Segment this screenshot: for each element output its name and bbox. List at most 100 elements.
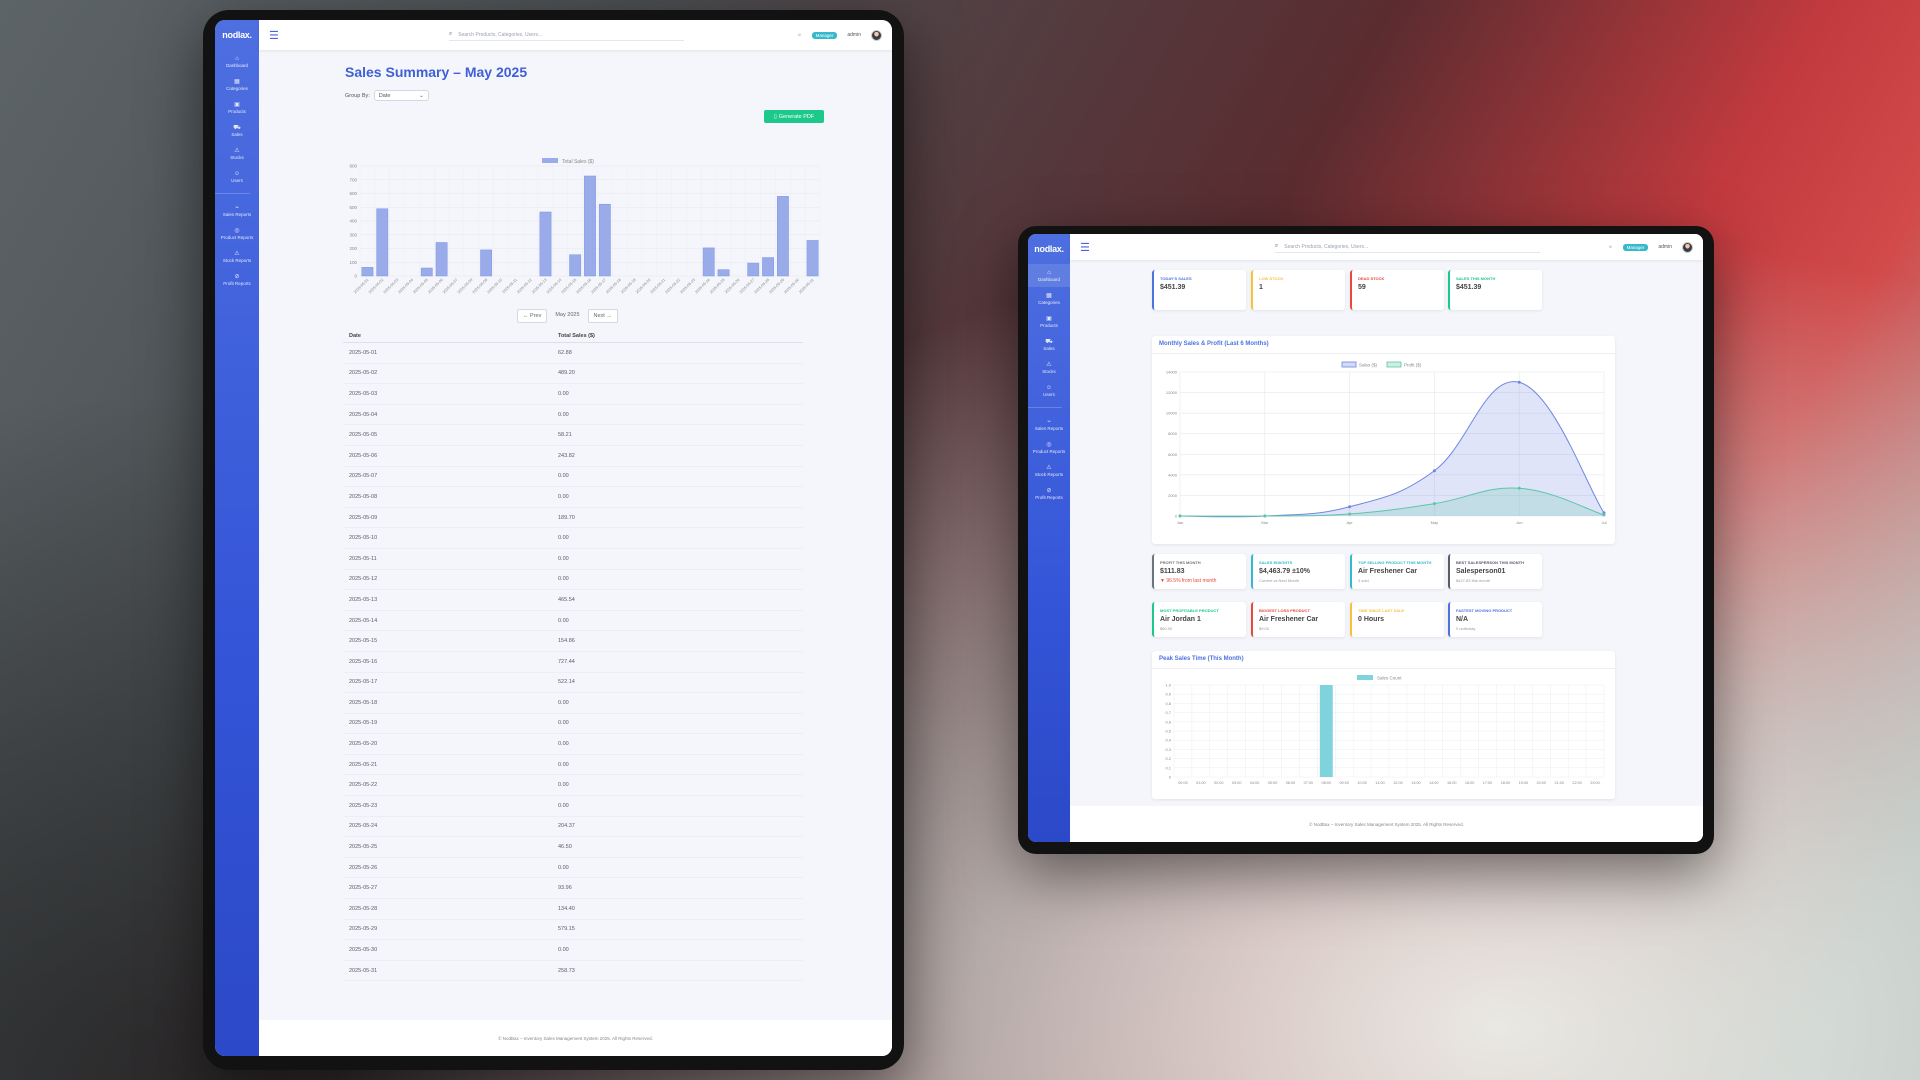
sidebar-item-users[interactable]: ☺ Users xyxy=(215,165,259,188)
product-reports-icon: ◎ xyxy=(1046,442,1052,448)
sidebar-item-products[interactable]: ▣ Products xyxy=(215,96,259,119)
bar[interactable] xyxy=(702,247,715,277)
y-tick-label: 0.3 xyxy=(1165,747,1171,752)
sidebar-item-profit-reports[interactable]: ⊘ Profit Reports xyxy=(215,268,259,291)
chart-legend[interactable]: Total Sales ($) xyxy=(542,158,594,165)
sidebar-item-sales[interactable]: ⛟ Sales xyxy=(1028,333,1070,356)
chart-legend[interactable]: Sales Count xyxy=(1357,675,1402,681)
data-point[interactable] xyxy=(1517,380,1521,384)
sidebar-item-categories[interactable]: ▦ Categories xyxy=(215,73,259,96)
profit-reports-icon: ⊘ xyxy=(234,274,240,280)
data-point[interactable] xyxy=(1348,512,1352,516)
bar[interactable] xyxy=(420,267,433,277)
bar[interactable] xyxy=(376,208,389,277)
month-pager: ← Prev May 2025 Next → xyxy=(517,309,618,323)
sidebar-item-label: Dashboard xyxy=(1037,277,1060,282)
date-cell: 2025-05-16 xyxy=(349,658,378,665)
bar[interactable] xyxy=(762,257,774,277)
user-name[interactable]: admin xyxy=(847,32,861,38)
sidebar-item-stock-reports[interactable]: ⚠ Stock Reports xyxy=(215,245,259,268)
sidebar-item-stocks[interactable]: ⚠ Stocks xyxy=(215,142,259,165)
bar[interactable] xyxy=(747,262,760,277)
x-tick-label: Jun xyxy=(1516,520,1522,525)
data-point[interactable] xyxy=(1178,514,1182,518)
generate-pdf-button[interactable]: ▯ Generate PDF xyxy=(764,110,824,123)
data-point[interactable] xyxy=(1602,511,1606,515)
chart-legend[interactable]: Sales ($) Profit ($) xyxy=(1341,361,1422,368)
users-icon: ☺ xyxy=(233,171,241,177)
sidebar-item-sales-reports[interactable]: ⌁ Sales Reports xyxy=(215,199,259,222)
total-sales-cell: 189.70 xyxy=(558,514,575,521)
search-input[interactable]: ⌕ Search Products, Categories, Users... xyxy=(448,29,684,41)
sidebar-divider xyxy=(1028,407,1062,408)
data-point[interactable] xyxy=(1602,513,1606,517)
data-point[interactable] xyxy=(1348,505,1352,509)
total-sales-cell: 134.40 xyxy=(558,905,575,912)
bar[interactable] xyxy=(717,269,730,277)
bar[interactable] xyxy=(777,196,789,277)
chevron-down-icon: ⌄ xyxy=(419,93,424,99)
bar[interactable] xyxy=(806,240,819,277)
date-cell: 2025-05-25 xyxy=(349,844,378,851)
bar[interactable] xyxy=(480,249,493,277)
stat-card-value: 1 xyxy=(1259,284,1263,291)
total-sales-cell: 258.73 xyxy=(558,967,575,974)
sidebar-item-categories[interactable]: ▦ Categories xyxy=(1028,287,1070,310)
sidebar-item-profit-reports[interactable]: ⊘ Profit Reports xyxy=(1028,482,1070,505)
bar[interactable] xyxy=(1319,685,1333,777)
sidebar-item-label: Product Reports xyxy=(220,235,254,240)
avatar[interactable] xyxy=(1682,241,1693,253)
bar[interactable] xyxy=(584,175,596,277)
group-by-label: Group By: xyxy=(345,92,370,99)
info-card: BEST SALESPERSON THIS MONTH Salesperson01… xyxy=(1448,554,1542,589)
y-tick-label: 100 xyxy=(349,260,357,265)
avatar[interactable] xyxy=(871,29,882,41)
sidebar-item-products[interactable]: ▣ Products xyxy=(1028,310,1070,333)
menu-toggle-icon[interactable]: ☰ xyxy=(269,29,279,42)
brand-logo[interactable]: nodlax. xyxy=(1034,244,1064,254)
group-by-select[interactable]: Date ⌄ xyxy=(373,90,429,101)
bar[interactable] xyxy=(361,267,374,277)
info-card-value: 0 Hours xyxy=(1358,616,1385,623)
date-cell: 2025-05-10 xyxy=(349,535,378,542)
sidebar-item-sales[interactable]: ⛟ Sales xyxy=(215,119,259,142)
data-point[interactable] xyxy=(1432,469,1436,473)
menu-toggle-icon[interactable]: ☰ xyxy=(1080,241,1090,254)
y-tick-label: 700 xyxy=(349,177,357,182)
sidebar-item-dashboard[interactable]: ⌂ Dashboard xyxy=(1028,264,1070,287)
sidebar-item-sales-reports[interactable]: ⌁ Sales Reports xyxy=(1028,413,1070,436)
search-input[interactable]: ⌕ Search Products, Categories, Users... xyxy=(1274,241,1540,253)
sidebar-item-product-reports[interactable]: ◎ Product Reports xyxy=(1028,436,1070,459)
bar[interactable] xyxy=(598,203,611,277)
stock-reports-icon: ⚠ xyxy=(1046,465,1052,471)
bar[interactable] xyxy=(569,254,582,277)
brand-logo[interactable]: nodlax. xyxy=(222,30,252,40)
total-sales-cell: 62.88 xyxy=(558,349,572,356)
sidebar-item-product-reports[interactable]: ◎ Product Reports xyxy=(215,222,259,245)
user-name[interactable]: admin xyxy=(1658,244,1672,250)
stat-card-label: SALES THIS MONTH xyxy=(1456,276,1496,281)
date-cell: 2025-05-15 xyxy=(349,638,378,645)
sidebar-nav: ⌂ Dashboard ▦ Categories ▣ Products ⛟ Sales ⚠ Sto… xyxy=(215,50,259,291)
theme-toggle-icon[interactable]: ☼ xyxy=(1608,244,1613,250)
series-line[interactable] xyxy=(1179,487,1605,517)
bar[interactable] xyxy=(539,211,552,277)
info-card-label: MOST PROFITABLE PRODUCT xyxy=(1160,608,1219,613)
info-card-label: TIME SINCE LAST SALE xyxy=(1358,608,1405,613)
bar[interactable] xyxy=(435,242,448,277)
group-by-control: Group By: Date ⌄ xyxy=(345,90,429,101)
sidebar-item-stock-reports[interactable]: ⚠ Stock Reports xyxy=(1028,459,1070,482)
sidebar-item-users[interactable]: ☺ Users xyxy=(1028,379,1070,402)
prev-month-button[interactable]: ← Prev xyxy=(517,309,548,323)
sidebar-item-stocks[interactable]: ⚠ Stocks xyxy=(1028,356,1070,379)
legend-label: Sales ($) xyxy=(1359,363,1378,368)
data-point[interactable] xyxy=(1263,514,1267,518)
generate-pdf-label: Generate PDF xyxy=(778,113,815,120)
x-tick-label: Mar xyxy=(1261,520,1269,525)
data-point[interactable] xyxy=(1432,502,1436,506)
sidebar-item-dashboard[interactable]: ⌂ Dashboard xyxy=(215,50,259,73)
total-sales-cell: 522.14 xyxy=(558,679,575,686)
next-month-button[interactable]: Next → xyxy=(587,309,618,323)
data-point[interactable] xyxy=(1517,486,1521,490)
theme-toggle-icon[interactable]: ☼ xyxy=(797,32,802,38)
